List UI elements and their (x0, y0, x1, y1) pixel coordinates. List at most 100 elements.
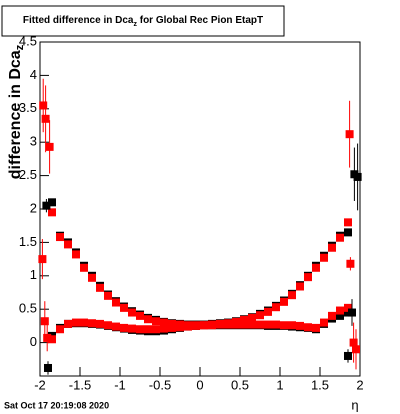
x-tick-label: 0.5 (231, 377, 249, 392)
marker (312, 323, 320, 332)
marker (88, 273, 96, 282)
marker (349, 338, 358, 347)
footer-date: Sat Oct 17 20:19:08 2020 (4, 400, 109, 410)
marker (272, 303, 280, 312)
marker (64, 319, 72, 328)
marker (264, 320, 272, 329)
marker (344, 303, 352, 312)
marker (304, 323, 312, 332)
x-tick-label: 0 (196, 377, 203, 392)
marker (144, 315, 152, 324)
y-tick-label: 3.5 (19, 100, 37, 115)
marker (39, 101, 48, 110)
marker (296, 282, 304, 291)
marker (40, 317, 49, 326)
x-tick-label: 2 (356, 377, 363, 392)
marker (72, 250, 80, 259)
chart-title: Fitted difference in Dcaz for Global Rec… (23, 15, 263, 28)
marker (345, 130, 354, 139)
marker (346, 259, 355, 268)
marker (160, 318, 168, 327)
marker (344, 218, 352, 227)
marker (200, 321, 208, 330)
marker (144, 325, 152, 334)
y-tick-label: 4.5 (19, 33, 37, 48)
marker (296, 321, 304, 330)
marker (104, 291, 112, 300)
marker (240, 320, 248, 329)
y-tick-label: 0 (30, 334, 37, 349)
marker (152, 317, 160, 326)
y-tick-label: 4 (30, 67, 37, 82)
y-label-part: difference in Dca (7, 50, 24, 179)
marker (80, 318, 88, 327)
marker (45, 142, 54, 151)
marker (288, 321, 296, 330)
marker (48, 208, 56, 217)
y-axis-label: difference in Dcaz (7, 44, 26, 179)
marker (38, 255, 47, 264)
marker (168, 323, 176, 332)
marker (80, 263, 88, 272)
marker (256, 320, 264, 329)
marker (72, 318, 80, 327)
marker (64, 240, 72, 249)
marker (248, 320, 256, 329)
marker (208, 320, 216, 329)
marker (112, 322, 120, 331)
marker (264, 307, 272, 316)
marker (152, 325, 160, 334)
marker (42, 201, 51, 210)
marker (312, 263, 320, 272)
marker (104, 321, 112, 330)
y-tick-label: 0.5 (19, 301, 37, 316)
marker (272, 320, 280, 329)
title-part: for Global Rec Pion EtapT (137, 15, 263, 26)
marker (56, 325, 64, 334)
y-tick-label: 1 (30, 267, 37, 282)
marker (336, 311, 344, 320)
marker (120, 303, 128, 312)
marker (88, 319, 96, 328)
marker (184, 321, 192, 330)
y-tick-label: 3 (30, 134, 37, 149)
marker (288, 291, 296, 300)
marker (320, 253, 328, 262)
marker (176, 320, 184, 329)
x-tick-label: 1.5 (311, 377, 329, 392)
marker (328, 243, 336, 252)
y-tick-label: 2 (30, 200, 37, 215)
marker (192, 321, 200, 330)
marker (240, 315, 248, 324)
x-tick-label: -1 (114, 377, 126, 392)
marker (112, 298, 120, 307)
marker (128, 308, 136, 317)
marker (44, 363, 52, 372)
marker (168, 319, 176, 328)
marker (248, 313, 256, 322)
title-part: Fitted difference in Dca (23, 15, 134, 26)
x-tick-label: -1.5 (69, 377, 91, 392)
y-tick-label: 1.5 (19, 234, 37, 249)
marker (136, 325, 144, 334)
x-axis-label: η (351, 397, 358, 412)
x-tick-label: 1 (276, 377, 283, 392)
marker (336, 233, 344, 242)
y-tick-label: 2.5 (19, 167, 37, 182)
marker (48, 335, 56, 344)
y-label-subscript: z (14, 44, 26, 50)
marker (344, 351, 352, 360)
marker (304, 273, 312, 282)
marker (56, 233, 64, 242)
marker (352, 345, 360, 354)
x-tick-label: -2 (34, 377, 46, 392)
marker (344, 228, 352, 237)
marker (48, 198, 56, 207)
marker (336, 306, 344, 315)
marker (353, 172, 362, 181)
marker (280, 321, 288, 330)
marker (280, 297, 288, 306)
marker (120, 323, 128, 332)
marker (43, 333, 52, 342)
